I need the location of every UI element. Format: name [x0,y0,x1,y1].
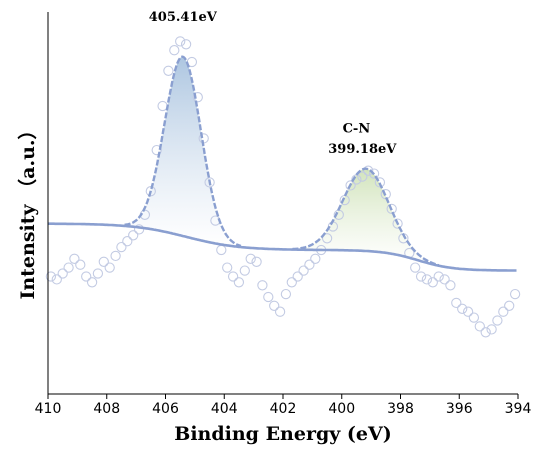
peak-fills [124,56,440,266]
raw-data-point [57,268,68,279]
raw-data-point [451,297,462,309]
raw-data-point [110,250,121,262]
peak-fit-line-2 [292,167,440,267]
raw-data-point [51,274,62,285]
raw-data-point [204,177,215,188]
raw-data-point [504,300,515,311]
raw-data-point [439,274,450,285]
raw-data-point [457,303,468,314]
raw-data-point [245,253,256,264]
raw-data-point [274,306,286,317]
raw-data-point [116,241,127,253]
annotations: 405.41eV C-N 399.18eV [149,10,398,157]
raw-data-point [298,265,309,276]
raw-data-point [357,171,368,182]
raw-data-point [310,253,321,264]
raw-data-point [321,233,333,244]
x-tick-label: 410 [35,401,62,417]
raw-data-point [157,100,168,112]
raw-data-point [227,271,239,282]
x-tick-label: 402 [270,401,297,417]
raw-data-point [415,271,427,282]
x-tick-label: 404 [211,401,238,417]
raw-data-point [216,244,227,256]
raw-data-point [239,265,250,276]
raw-data-point [474,321,485,332]
raw-data-point [163,65,174,76]
raw-data-point [69,253,80,264]
raw-data-point [263,291,274,303]
raw-data-point [98,256,109,267]
fit-lines [48,55,517,272]
peak-fill-1 [124,56,242,248]
x-tick-label: 406 [152,401,179,417]
x-tick-label: 396 [446,401,473,417]
raw-data-point [386,203,397,215]
raw-data-point [169,45,180,56]
raw-data-point [480,327,491,338]
raw-data-point [292,271,303,282]
raw-data-point [498,306,509,317]
peak-fill-2 [292,168,440,266]
x-tick-label: 394 [505,401,532,417]
raw-data-point [63,262,74,273]
x-tick-label: 408 [93,401,120,417]
raw-data-point [122,236,133,247]
raw-data-point [509,288,521,300]
raw-data-point [468,312,480,323]
peak-fit-line-1 [124,55,242,248]
raw-data-point [257,280,268,291]
raw-data-point [351,174,362,185]
raw-data-point [128,230,139,241]
raw-data-point [410,262,421,273]
x-tick-label: 398 [387,401,414,417]
raw-data-point [86,277,98,288]
raw-data-point [492,315,503,326]
raw-data-point [251,256,262,267]
raw-data-point [368,168,380,179]
background-line [48,222,517,272]
raw-data-point [374,177,386,188]
peak-annotation: 405.41eV [149,10,218,25]
peak-annotation: C-N [343,122,371,137]
raw-data-point [427,277,438,288]
raw-data-point [486,324,497,335]
raw-data-point [81,271,92,282]
raw-data-point [45,271,57,282]
raw-data-point [133,224,145,235]
raw-data-point [75,259,86,270]
raw-data-point [392,218,403,229]
raw-data-point [92,268,104,279]
x-tick-label: 400 [328,401,355,417]
y-axis-title: Intensity （a.u.） [16,120,39,299]
raw-data-point [286,277,297,288]
raw-data-point [192,92,203,103]
raw-data-point [421,274,433,285]
raw-data-point [104,262,115,273]
raw-data-point [345,180,356,191]
raw-data-point [269,300,280,311]
raw-data-point [304,259,315,270]
raw-data-point [445,280,456,291]
raw-data-point [280,288,292,300]
raw-data-point [180,39,192,50]
axes-frame [47,12,518,395]
raw-data-point [151,144,162,156]
raw-data-point [222,262,233,273]
raw-data-point [433,271,444,282]
raw-data-points [45,36,521,338]
raw-data-point [175,36,186,47]
raw-data-point [363,165,374,176]
peak-annotation: 399.18eV [328,142,397,157]
x-ticks: 410 408 406 404 402 400 398 396 394 [35,394,532,417]
x-axis-title: Binding Energy (eV) [174,423,391,445]
raw-data-point [233,277,245,288]
raw-data-point [462,306,474,317]
